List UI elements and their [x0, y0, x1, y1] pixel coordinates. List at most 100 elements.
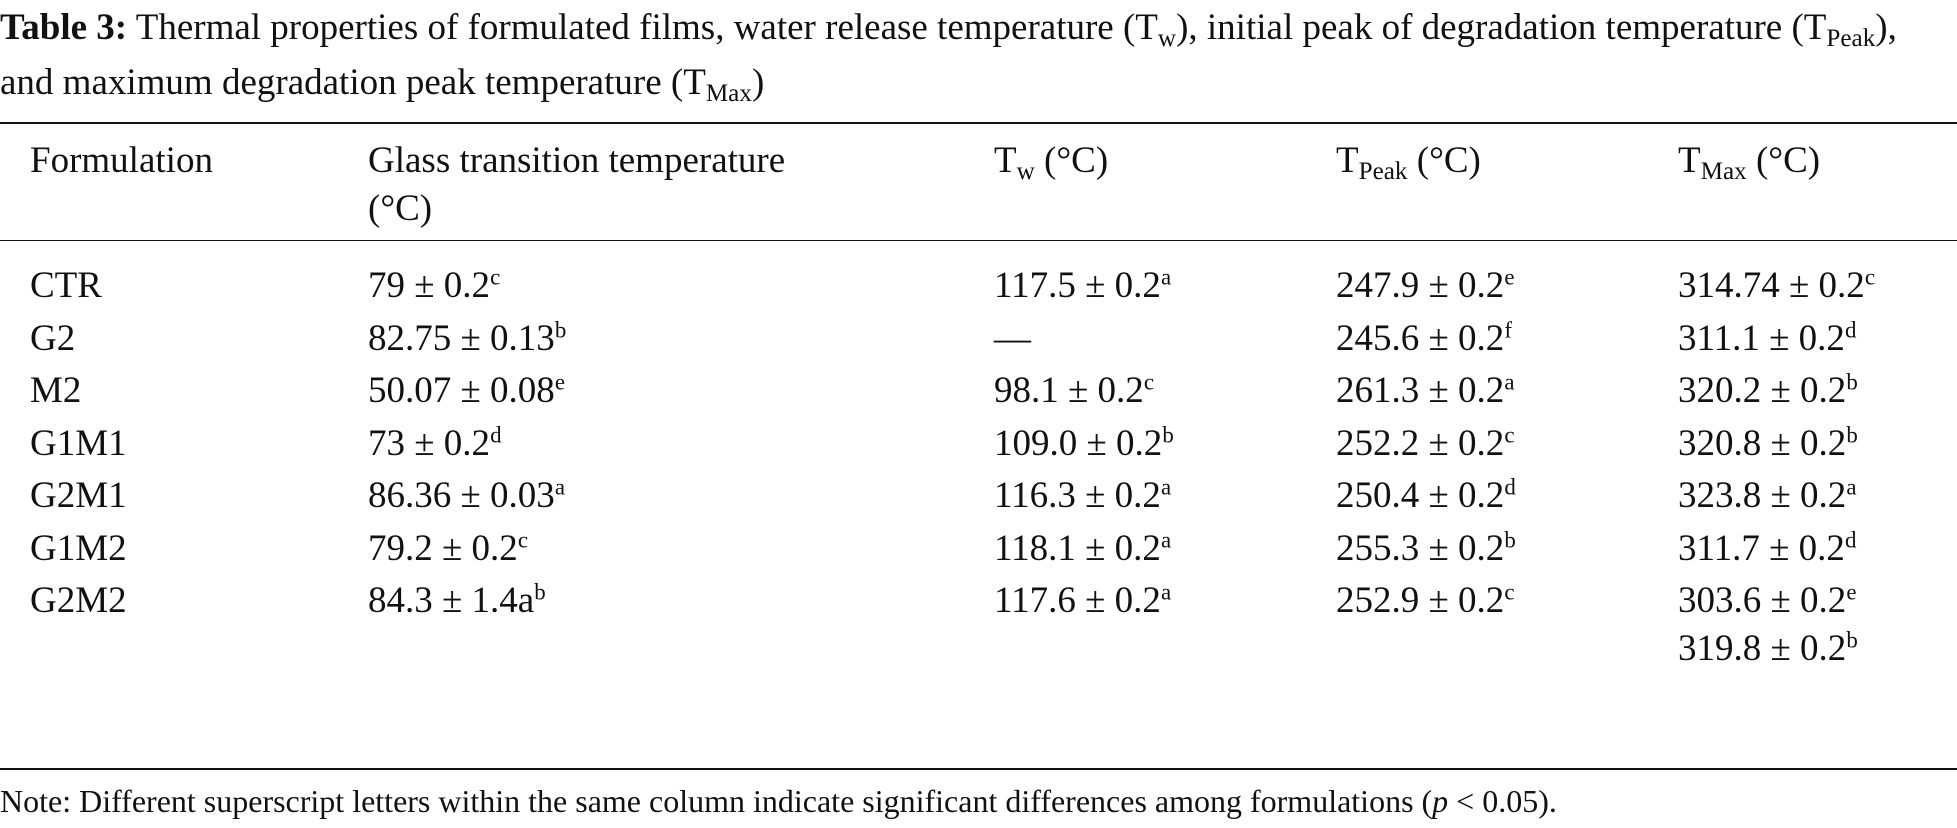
note-text-end: < 0.05). — [1448, 783, 1557, 819]
header-glass-line2: (°C) — [368, 188, 433, 229]
cell-glass-transition-superscript: b — [554, 316, 567, 342]
header-tmax-sub: Max — [1700, 158, 1747, 186]
cell-tmax-superscript: e — [1846, 579, 1857, 605]
cell-formulation: G1M2 — [30, 527, 127, 569]
cell-tw-superscript: a — [1160, 264, 1172, 290]
cell-tpeak-value: 255.3 ± 0.2 — [1336, 527, 1505, 569]
cell-tpeak-value: 245.6 ± 0.2 — [1336, 317, 1505, 359]
cell-tmax: 323.8 ± 0.2a — [1678, 472, 1857, 520]
cell-tw: 98.1 ± 0.2c — [994, 367, 1154, 415]
cell-tw: 117.6 ± 0.2a — [994, 577, 1171, 625]
cell-glass-transition: 79 ± 0.2c — [368, 262, 500, 310]
cell-tw-superscript: a — [1160, 579, 1172, 605]
cell-glass-transition-value: 86.36 ± 0.03 — [368, 475, 555, 516]
cell-tmax-superscript: b — [1846, 421, 1858, 447]
cell-tmax: 320.2 ± 0.2b — [1678, 367, 1858, 415]
table-caption: Table 3: Thermal properties of formulate… — [0, 0, 1957, 110]
header-tw: Tw (°C) — [994, 137, 1108, 185]
cell-tw-superscript: a — [1160, 474, 1172, 500]
table-label: Table 3: — [0, 7, 128, 48]
table-bottom-rule — [0, 768, 1957, 770]
caption-text: ), and maximum degradation peak temperat… — [0, 7, 1897, 103]
caption-sub-peak: Peak — [1826, 25, 1876, 53]
cell-tw-value: 98.1 ± 0.2 — [994, 370, 1144, 411]
cell-glass-transition-value: 50.07 ± 0.08 — [368, 370, 555, 411]
cell-glass-transition-superscript: b — [534, 579, 546, 605]
cell-tw-value: 109.0 ± 0.2 — [994, 422, 1163, 464]
cell-tmax-value: 320.8 ± 0.2 — [1678, 422, 1847, 464]
cell-glass-transition: 50.07 ± 0.08e — [368, 367, 565, 415]
cell-tpeak-superscript: d — [1504, 474, 1516, 500]
cell-tpeak: 250.4 ± 0.2d — [1336, 472, 1516, 520]
cell-glass-transition-superscript: e — [554, 369, 565, 395]
cell-tw-value: — — [994, 317, 1031, 359]
header-tmax: TMax (°C) — [1678, 137, 1820, 185]
cell-tpeak-superscript: e — [1504, 264, 1515, 290]
cell-tmax-value: 320.2 ± 0.2 — [1678, 370, 1847, 411]
table-header-rule — [0, 240, 1957, 241]
header-formulation: Formulation — [30, 140, 213, 181]
header-tw-symbol: T — [994, 140, 1017, 181]
note-text: Note: Different superscript letters with… — [0, 783, 1433, 819]
caption-text: Thermal properties of formulated films, … — [127, 7, 1158, 48]
cell-tw: 117.5 ± 0.2a — [994, 262, 1171, 310]
cell-tpeak-value: 250.4 ± 0.2 — [1336, 475, 1505, 516]
cell-tw-superscript: c — [1143, 369, 1154, 395]
cell-tpeak-value: 247.9 ± 0.2 — [1336, 265, 1505, 306]
cell-tw: 118.1 ± 0.2a — [994, 525, 1171, 573]
cell-glass-transition-value: 82.75 ± 0.13 — [368, 317, 555, 359]
cell-tmax: 320.8 ± 0.2b — [1678, 420, 1858, 468]
cell-glass-transition-value: 79 ± 0.2 — [368, 265, 491, 306]
cell-glass-transition-value: 79.2 ± 0.2 — [368, 527, 518, 569]
cell-glass-transition-value: 73 ± 0.2 — [368, 422, 491, 464]
cell-tmax-value: 311.7 ± 0.2 — [1678, 527, 1845, 569]
cell-tw: 109.0 ± 0.2b — [994, 420, 1174, 468]
cell-glass-transition-superscript: a — [554, 474, 565, 500]
cell-tmax-value: 303.6 ± 0.2 — [1678, 580, 1847, 621]
cell-tw-value: 117.5 ± 0.2 — [994, 265, 1161, 306]
cell-tmax-second-value: 319.8 ± 0.2 — [1678, 628, 1847, 669]
note-p-symbol: p — [1432, 783, 1449, 819]
cell-tmax-value: 311.1 ± 0.2 — [1678, 317, 1845, 359]
cell-tw-value: 116.3 ± 0.2 — [994, 475, 1161, 516]
header-glass-transition: Glass transition temperature (°C) — [368, 137, 785, 233]
caption-sub-w: w — [1157, 25, 1177, 53]
cell-formulation: G2 — [30, 317, 76, 359]
cell-tmax: 311.1 ± 0.2d — [1678, 315, 1856, 363]
cell-formulation: CTR — [30, 265, 102, 306]
cell-glass-transition-value: 84.3 ± 1.4a — [368, 580, 535, 621]
header-tw-sub: w — [1016, 158, 1035, 186]
cell-formulation: G2M1 — [30, 475, 127, 516]
cell-glass-transition-superscript: c — [517, 526, 528, 552]
cell-tw: — — [994, 315, 1031, 363]
cell-glass-transition-superscript: d — [490, 421, 502, 447]
cell-tmax-superscript: b — [1846, 369, 1858, 395]
header-tpeak-symbol: T — [1336, 140, 1359, 181]
header-tpeak: TPeak (°C) — [1336, 137, 1481, 185]
cell-tpeak-superscript: c — [1504, 421, 1515, 447]
cell-tmax: 303.6 ± 0.2e — [1678, 577, 1857, 625]
cell-glass-transition: 84.3 ± 1.4ab — [368, 577, 546, 625]
table-note: Note: Different superscript letters with… — [0, 778, 1557, 824]
header-tw-unit: (°C) — [1034, 140, 1109, 181]
caption-text: ) — [751, 62, 765, 103]
cell-tmax-superscript: a — [1846, 474, 1857, 500]
header-tmax-symbol: T — [1678, 140, 1701, 181]
cell-tpeak-superscript: f — [1504, 316, 1512, 342]
cell-tw: 116.3 ± 0.2a — [994, 472, 1171, 520]
header-tmax-unit: (°C) — [1746, 140, 1821, 181]
cell-glass-transition: 82.75 ± 0.13b — [368, 315, 566, 363]
cell-tw-value: 117.6 ± 0.2 — [994, 580, 1161, 621]
table-top-rule — [0, 122, 1957, 124]
header-tpeak-sub: Peak — [1358, 158, 1408, 186]
cell-tmax-superscript: d — [1844, 526, 1857, 552]
cell-tpeak: 252.9 ± 0.2c — [1336, 577, 1515, 625]
cell-glass-transition-superscript: c — [490, 264, 501, 290]
cell-tw-value: 118.1 ± 0.2 — [994, 527, 1161, 569]
cell-tmax-superscript: d — [1844, 316, 1857, 342]
cell-tpeak: 255.3 ± 0.2b — [1336, 525, 1516, 573]
cell-tpeak: 261.3 ± 0.2a — [1336, 367, 1515, 415]
caption-sub-max: Max — [705, 80, 752, 108]
cell-tmax-second: 319.8 ± 0.2b — [1678, 625, 1858, 673]
cell-formulation: G2M2 — [30, 580, 127, 621]
